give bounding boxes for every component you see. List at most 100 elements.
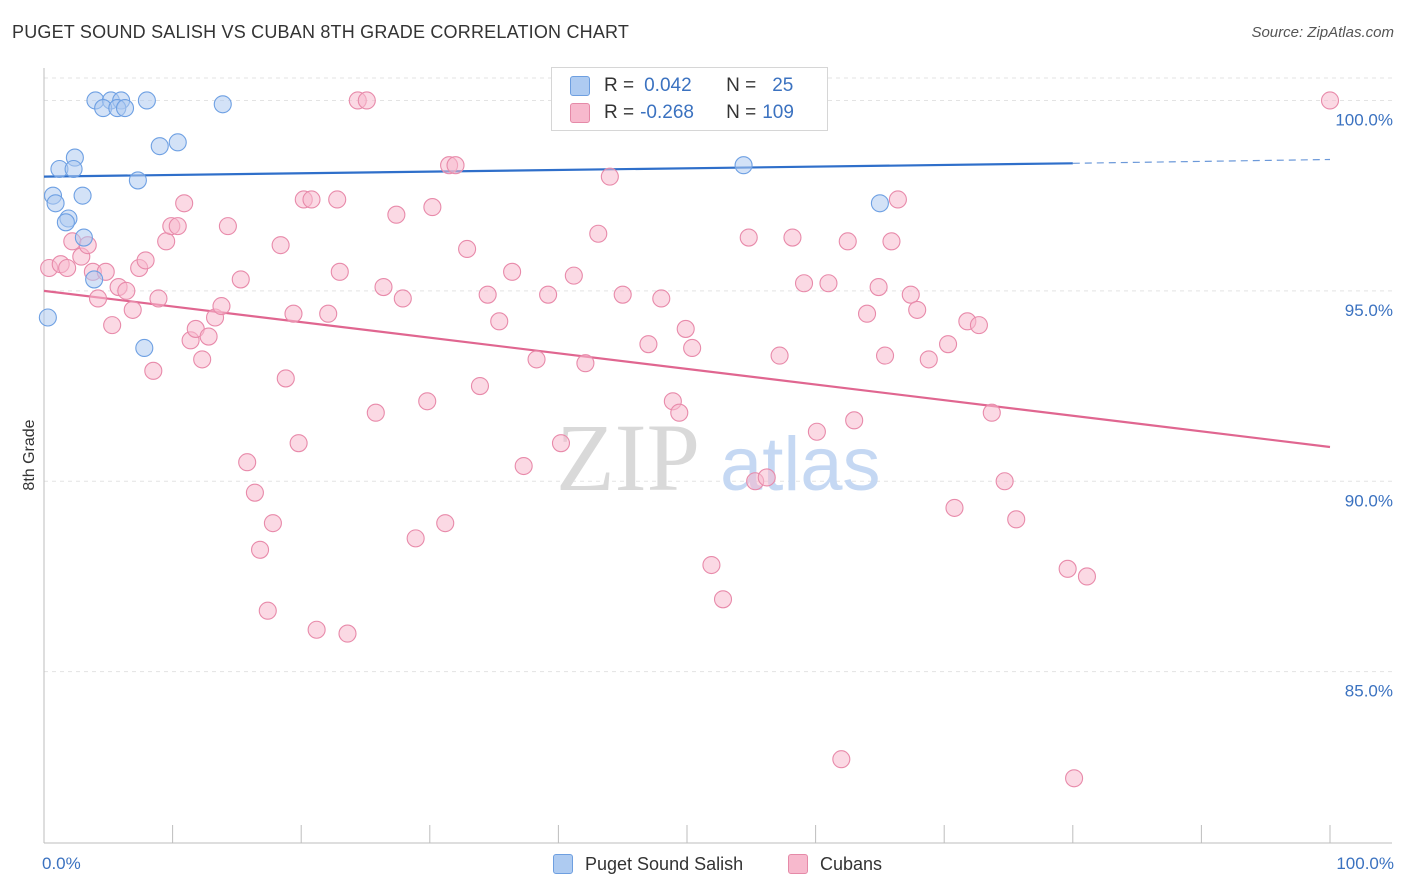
point-cubans [393,289,412,308]
point-cubans [144,361,163,380]
point-cubans [250,540,270,559]
legend-r-value: 0.042 [644,75,692,96]
legend-n-label: N = [726,102,757,123]
point-cubans [613,285,632,304]
point-cubans [652,289,671,308]
y-tick-label: 90.0% [1345,491,1393,510]
point-cubans [908,300,927,319]
point-cubans [302,190,321,209]
bottom-legend-swatch-pink [788,854,808,874]
point-cubans [307,620,326,639]
point-cubans [757,468,776,487]
point-cubans [263,514,282,533]
point-cubans [149,289,168,308]
legend-r-label: R = [604,102,635,123]
stats-legend: R = 0.042 N = 25 R = -0.268 N = 109 [551,67,828,131]
point-cubans [783,228,802,247]
point-cubans [969,316,988,335]
point-cubans [117,281,136,300]
point-cubans [576,354,595,373]
axes [43,68,1392,844]
point-puget-sound-salish [734,156,753,175]
point-cubans [838,232,857,251]
point-cubans [168,217,187,236]
bottom-legend-puget: Puget Sound Salish [553,851,743,877]
point-cubans [807,422,826,441]
point-cubans [289,434,308,453]
point-cubans [423,198,442,217]
point-puget-sound-salish [213,95,232,114]
point-cubans [418,392,437,411]
point-cubans [357,91,376,110]
point-puget-sound-salish [137,91,156,110]
point-puget-sound-salish [85,270,104,289]
y-tick-label: 100.0% [1335,110,1393,129]
legend-r-value: -0.268 [640,102,694,123]
point-cubans [58,258,77,278]
point-cubans [945,498,964,517]
point-cubans [600,167,619,186]
x-tick-label: 100.0% [1336,854,1394,873]
point-cubans [676,319,695,338]
point-cubans [284,304,303,323]
y-axis-label: 8th Grade [21,419,38,490]
point-puget-sound-salish [74,228,93,247]
point-cubans [919,350,938,369]
point-cubans [478,285,497,304]
point-cubans [639,335,658,354]
point-cubans [857,304,877,323]
point-cubans [1007,510,1026,529]
point-cubans [875,346,895,365]
trend-line-puget [43,162,1073,178]
trend-line-cubans [43,289,1331,449]
point-puget-sound-salish [73,186,92,205]
point-puget-sound-salish [168,133,187,152]
point-cubans [939,335,958,354]
point-cubans [136,251,155,270]
data-points [38,91,1340,788]
x-tick-labels: 0.0% 100.0% [42,854,1394,873]
point-cubans [702,555,721,575]
point-cubans [271,236,290,255]
point-cubans [387,205,406,224]
legend-swatch-pink [570,103,590,123]
point-cubans [338,624,357,643]
x-tick-label: 0.0% [42,854,81,873]
legend-r-label: R = [604,75,635,96]
trend-line-puget-extension [1072,158,1331,164]
point-cubans [374,277,393,297]
point-cubans [470,377,490,396]
point-puget-sound-salish [64,159,83,179]
point-cubans [589,224,608,243]
point-cubans [446,156,465,175]
trend-lines [43,158,1331,449]
point-puget-sound-salish [56,213,75,232]
point-cubans [713,590,733,609]
source-label: Source: ZipAtlas.com [1251,24,1394,41]
point-cubans [231,270,250,289]
legend-row-puget: R = 0.042 N = 25 [570,73,793,99]
point-cubans [1077,567,1096,586]
watermark-atlas: atlas [720,422,881,507]
point-cubans [882,232,901,251]
legend-n-value: 25 [772,75,794,96]
point-cubans [670,403,689,422]
point-puget-sound-salish [46,194,65,213]
point-cubans [330,262,349,281]
legend-row-cubans: R = -0.268 N = 109 [570,100,794,126]
point-cubans [193,350,212,369]
point-cubans [527,350,546,369]
point-cubans [1320,91,1340,110]
point-cubans [218,217,237,236]
point-cubans [406,529,425,548]
point-cubans [103,316,122,335]
point-cubans [683,338,702,358]
point-cubans [238,453,257,472]
point-cubans [436,514,455,533]
point-cubans [458,239,477,259]
point-cubans [845,411,864,430]
legend-n-label: N = [726,75,757,96]
point-cubans [551,434,571,453]
point-cubans [258,601,277,620]
